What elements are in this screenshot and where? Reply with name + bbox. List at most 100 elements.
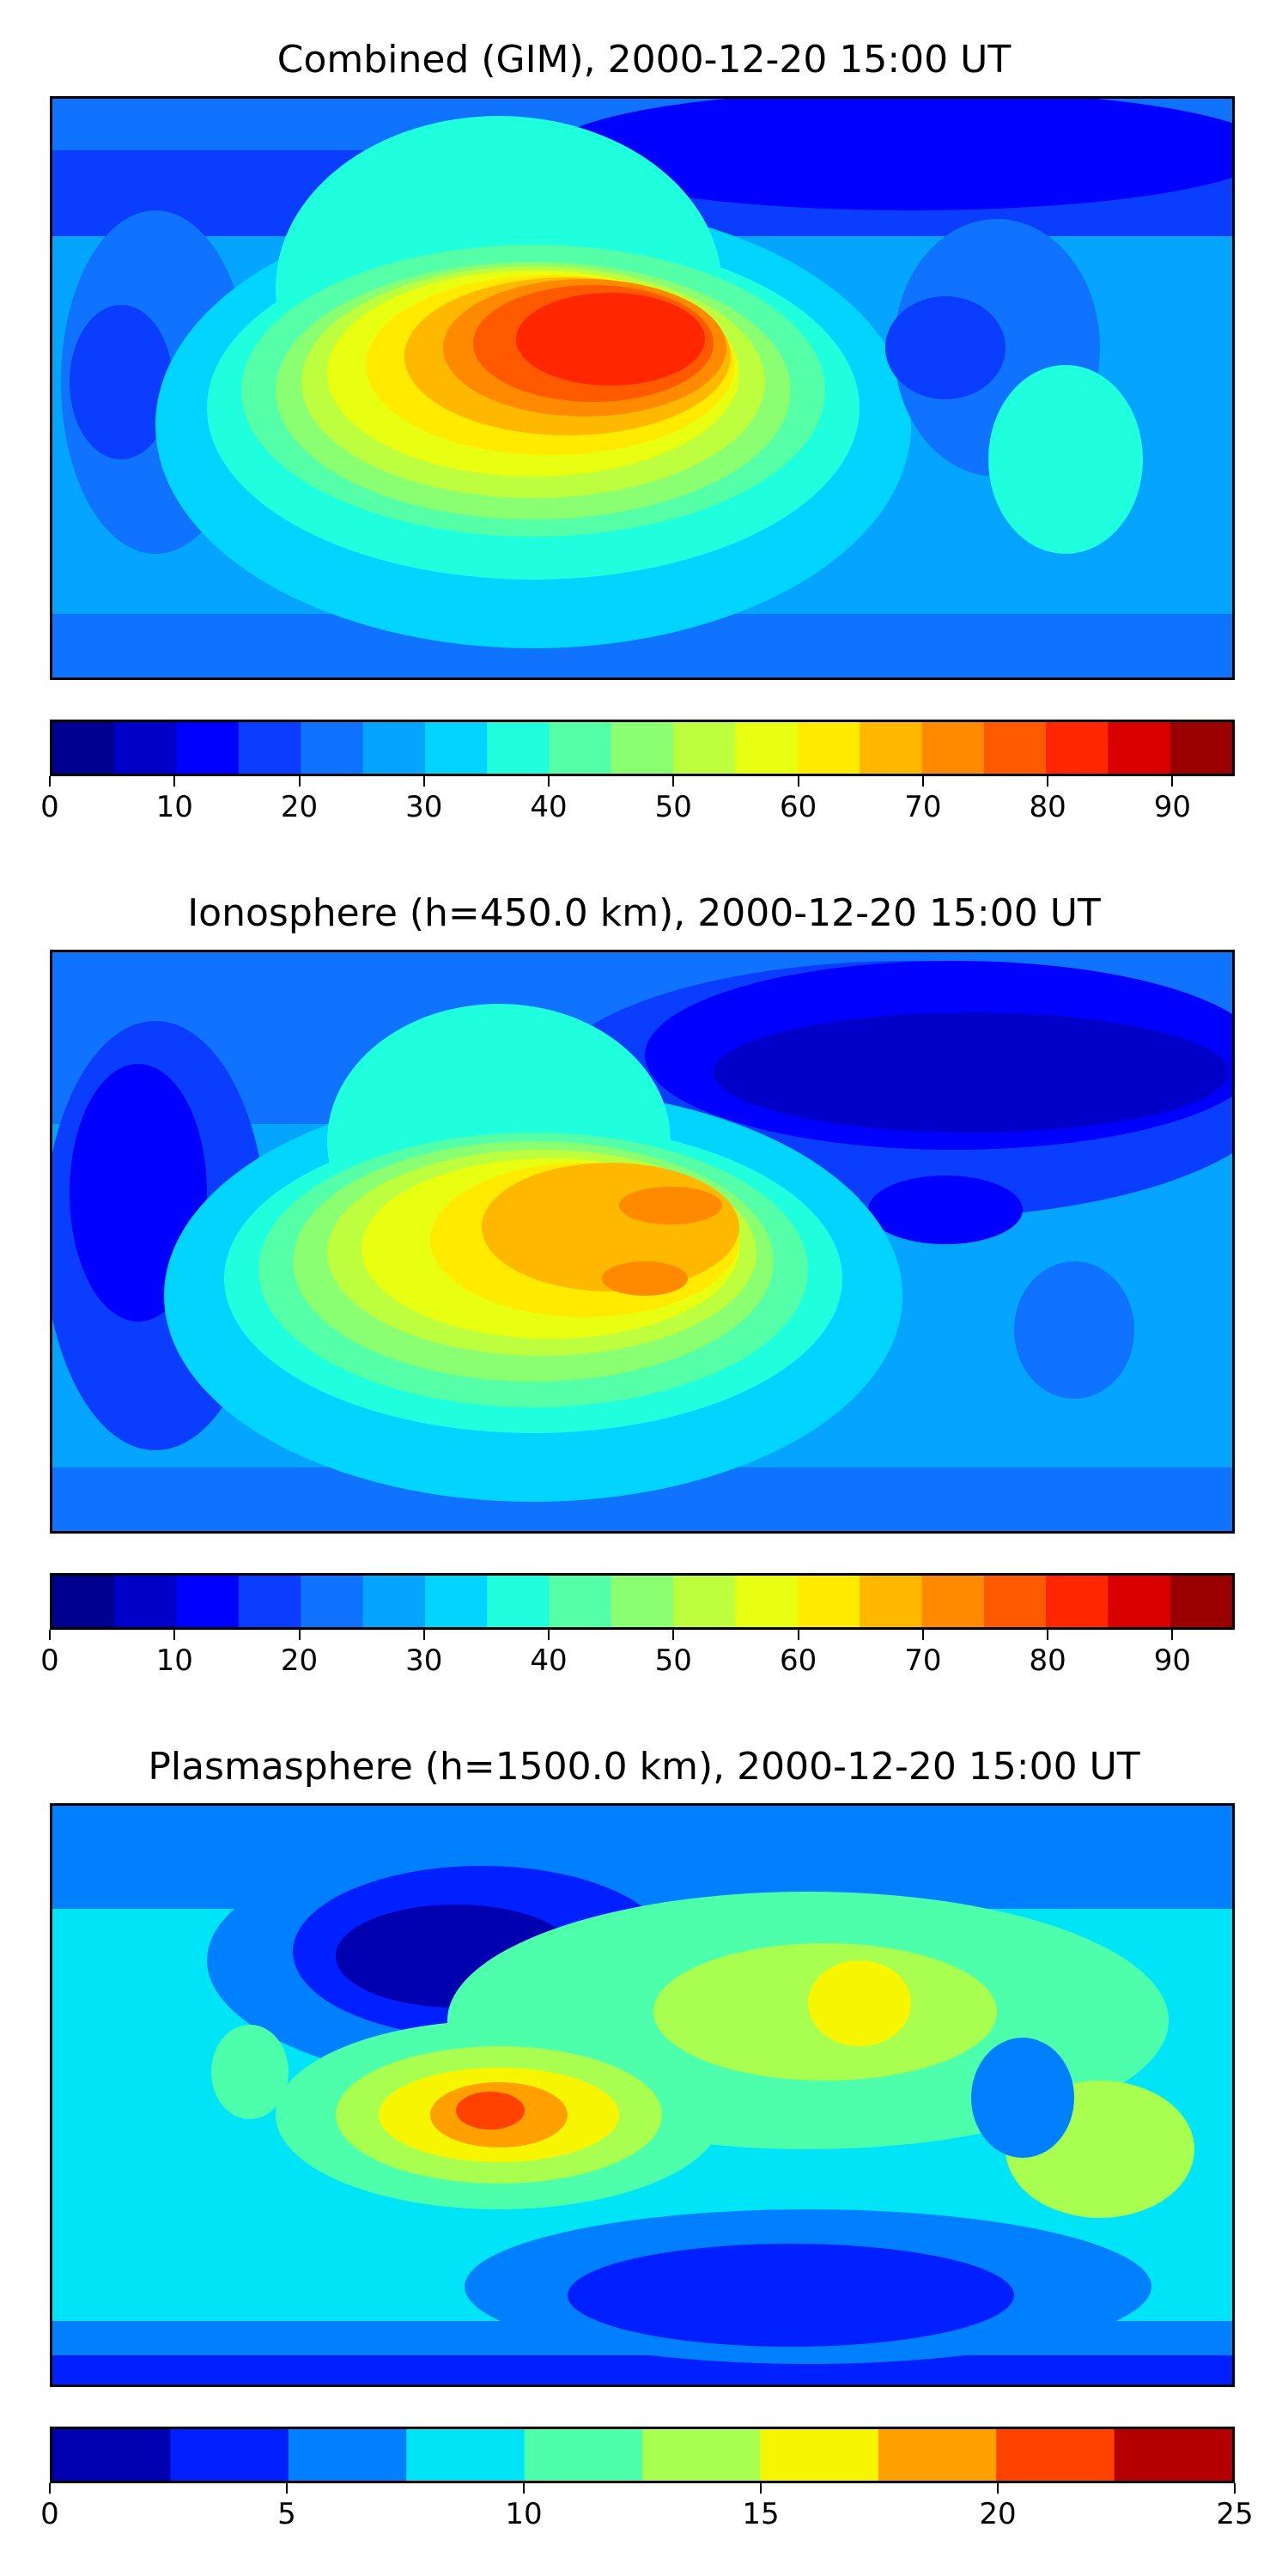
colorbar-swatch <box>114 1576 178 1627</box>
colorbar-tick-mark <box>797 1630 799 1640</box>
colorbar-tick-label: 0 <box>40 790 59 824</box>
colorbar-tick-label: 90 <box>1153 1643 1191 1678</box>
colorbar-swatch <box>921 1576 985 1627</box>
colorbar-tick-mark <box>1047 776 1049 787</box>
colorbar-ionosphere-ticks: 0 10 20 30 40 50 60 70 80 90 <box>40 1630 1235 1681</box>
colorbar-swatch <box>1170 722 1232 774</box>
colorbar-tick-mark <box>49 2483 51 2494</box>
colorbar-swatch <box>52 1576 115 1627</box>
tec-map-plasmasphere <box>50 1803 1235 2387</box>
colorbar-ionosphere-swatches <box>52 1576 1232 1627</box>
colorbar-swatch <box>611 722 674 774</box>
colorbar-swatch <box>114 722 178 774</box>
map-title-ionosphere: Ionosphere (h=450.0 km), 2000-12-20 15:0… <box>187 891 1101 935</box>
colorbar-swatch <box>642 2429 761 2481</box>
colorbar-swatch <box>921 722 985 774</box>
tec-map-ionosphere <box>50 950 1235 1534</box>
colorbar-swatch <box>176 1576 240 1627</box>
colorbar-plasmasphere <box>50 2427 1235 2483</box>
colorbar-tick-mark <box>422 1630 425 1640</box>
colorbar-swatch <box>1046 722 1109 774</box>
colorbar-swatch <box>549 1576 612 1627</box>
colorbar-swatch <box>983 722 1047 774</box>
colorbar-tick-label: 25 <box>1216 2497 1254 2531</box>
colorbar-swatch <box>1114 2429 1232 2481</box>
colorbar-tick-label: 30 <box>405 790 443 824</box>
colorbar-tick-mark <box>49 1630 51 1640</box>
colorbar-tick-mark <box>1047 1630 1049 1640</box>
colorbar-swatch <box>611 1576 674 1627</box>
colorbar-tick-label: 60 <box>779 1643 817 1678</box>
colorbar-tick-label: 60 <box>779 790 817 824</box>
colorbar-tick-label: 10 <box>505 2497 543 2531</box>
colorbar-swatch <box>983 1576 1047 1627</box>
colorbar-tick-mark <box>173 776 176 787</box>
colorbar-tick-mark <box>286 2483 288 2494</box>
colorbar-swatch <box>170 2429 289 2481</box>
colorbar-tick-label: 80 <box>1029 1643 1066 1678</box>
colorbar-swatch <box>487 1576 550 1627</box>
colorbar-plasmasphere-swatches <box>52 2429 1232 2481</box>
colorbar-tick-mark <box>672 1630 675 1640</box>
colorbar-tick-mark <box>548 776 550 787</box>
colorbar-tick-label: 10 <box>155 790 193 824</box>
colorbar-tick-label: 0 <box>40 2497 59 2531</box>
colorbar-swatch <box>760 2429 879 2481</box>
colorbar-tick-mark <box>523 2483 525 2494</box>
colorbar-tick-mark <box>672 776 675 787</box>
colorbar-tick-label: 0 <box>40 1643 59 1678</box>
colorbar-combined-swatches <box>52 722 1232 774</box>
colorbar-swatch <box>996 2429 1115 2481</box>
colorbar-swatch <box>301 722 364 774</box>
colorbar-swatch <box>1170 1576 1232 1627</box>
colorbar-swatch <box>860 722 922 774</box>
colorbar-swatch <box>238 722 301 774</box>
colorbar-tick-label: 40 <box>530 1643 568 1678</box>
colorbar-swatch <box>1108 1576 1171 1627</box>
colorbar-swatch <box>797 1576 860 1627</box>
colorbar-swatch <box>797 722 860 774</box>
colorbar-swatch <box>487 722 550 774</box>
colorbar-tick-mark <box>173 1630 176 1640</box>
colorbar-swatch <box>860 1576 922 1627</box>
colorbar-tick-label: 50 <box>654 790 692 824</box>
colorbar-tick-label: 15 <box>742 2497 780 2531</box>
colorbar-swatch <box>288 2429 407 2481</box>
map-title-plasmasphere: Plasmasphere (h=1500.0 km), 2000-12-20 1… <box>148 1745 1140 1789</box>
colorbar-swatch <box>673 722 736 774</box>
colorbar-swatch <box>673 1576 736 1627</box>
colorbar-combined <box>50 720 1235 776</box>
colorbar-plasmasphere-ticks: 0 5 10 15 20 25 <box>40 2483 1254 2535</box>
colorbar-tick-label: 20 <box>280 790 319 824</box>
colorbar-swatch <box>1108 722 1171 774</box>
colorbar-tick-mark <box>422 776 425 787</box>
colorbar-swatch <box>424 1576 488 1627</box>
map-title-combined: Combined (GIM), 2000-12-20 15:00 UT <box>276 38 1012 82</box>
colorbar-tick-label: 80 <box>1029 790 1066 824</box>
colorbar-tick-label: 40 <box>530 790 568 824</box>
colorbar-tick-label: 70 <box>904 1643 942 1678</box>
colorbar-combined-ticks: 0 10 20 30 40 50 60 70 80 90 <box>40 776 1235 828</box>
colorbar-swatch <box>424 722 488 774</box>
colorbar-tick-label: 50 <box>654 1643 692 1678</box>
colorbar-tick-mark <box>298 776 301 787</box>
colorbar-tick-mark <box>997 2483 999 2494</box>
colorbar-tick-mark <box>298 1630 301 1640</box>
colorbar-swatch <box>549 722 612 774</box>
colorbar-tick-mark <box>760 2483 762 2494</box>
colorbar-tick-label: 70 <box>904 790 942 824</box>
colorbar-swatch <box>238 1576 301 1627</box>
colorbar-swatch <box>406 2429 526 2481</box>
colorbar-swatch <box>735 1576 799 1627</box>
colorbar-swatch <box>362 1576 426 1627</box>
colorbar-swatch <box>52 2429 171 2481</box>
colorbar-ionosphere <box>50 1573 1235 1630</box>
colorbar-swatch <box>524 2429 643 2481</box>
colorbar-swatch <box>878 2429 997 2481</box>
tec-map-combined <box>50 96 1235 680</box>
colorbar-swatch <box>301 1576 364 1627</box>
colorbar-tick-label: 20 <box>280 1643 319 1678</box>
colorbar-tick-mark <box>921 776 924 787</box>
colorbar-tick-label: 5 <box>277 2497 296 2531</box>
colorbar-tick-mark <box>1171 1630 1174 1640</box>
